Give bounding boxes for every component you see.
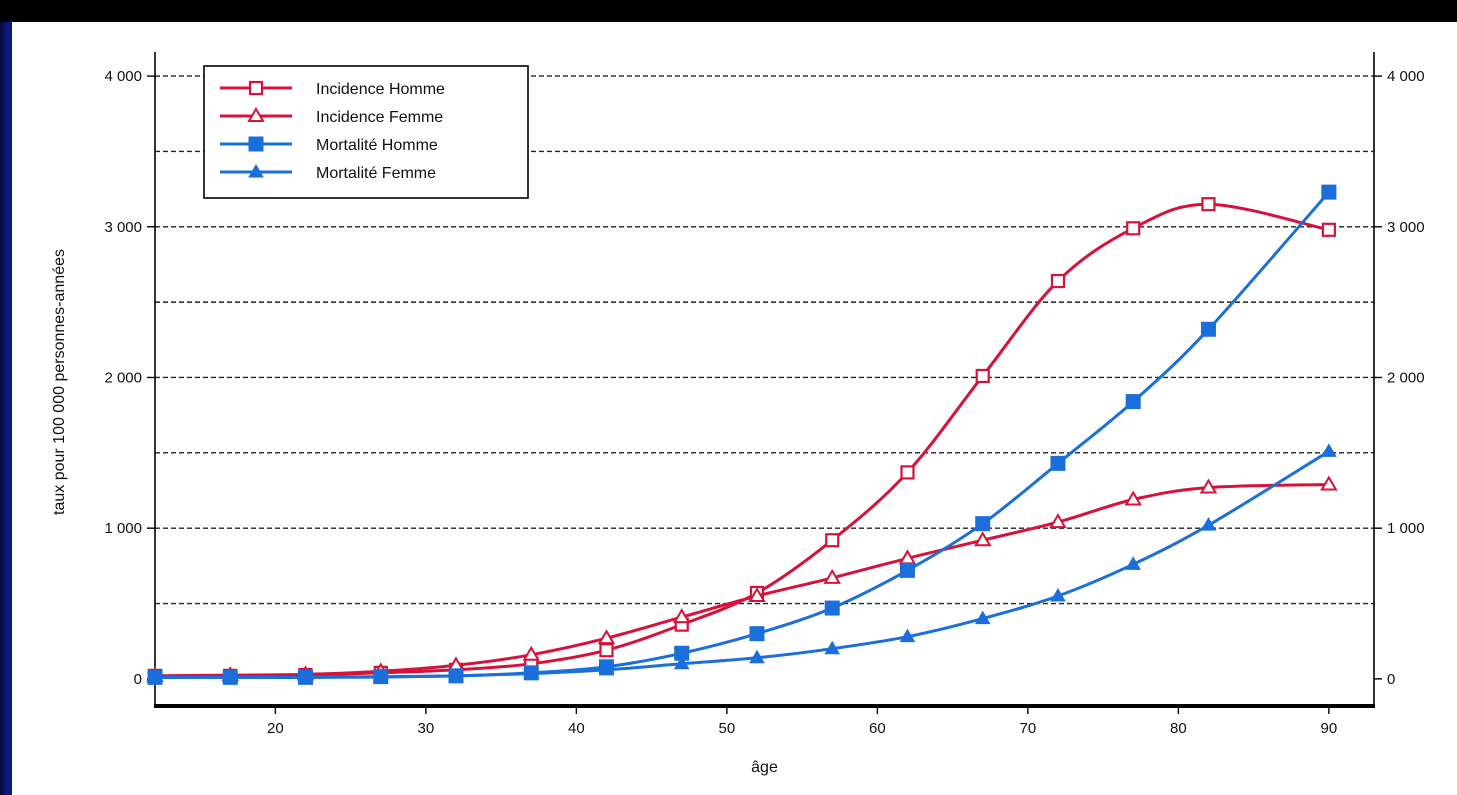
legend: Incidence Homme Incidence Femme Mortalité … <box>203 65 529 199</box>
data-point <box>297 669 314 683</box>
data-point <box>1050 455 1066 471</box>
series-line <box>155 450 1330 679</box>
data-point <box>900 465 915 480</box>
data-point <box>1125 394 1141 410</box>
y-tick-label-left: 3 000 <box>104 219 142 236</box>
legend-label: Mortalité Homme <box>316 137 438 154</box>
data-point <box>599 643 614 658</box>
data-point <box>975 368 990 384</box>
axes: 0 0 1 000 1 000 2 000 2 000 3 000 3 000 4 000 4 0… <box>104 52 1425 737</box>
data-point <box>1200 321 1216 337</box>
y-tick-label-right: 4 000 <box>1387 68 1425 85</box>
series-line <box>155 191 1331 679</box>
legend-marker <box>248 164 264 178</box>
y-tick-label-left: 4 000 <box>104 68 142 85</box>
legend-marker <box>247 107 265 122</box>
y-tick-label-left: 0 <box>134 671 142 688</box>
data-point <box>222 669 239 683</box>
data-point <box>597 629 616 645</box>
x-axis-title: âge <box>751 759 778 776</box>
data-point <box>1050 273 1066 289</box>
data-point <box>448 667 464 682</box>
data-point <box>522 645 540 661</box>
legend-label: Incidence Homme <box>316 81 445 98</box>
x-tick-label: 50 <box>719 720 736 737</box>
x-tick-label: 60 <box>869 720 886 737</box>
x-tick-label: 70 <box>1020 720 1037 737</box>
y-tick-label-left: 2 000 <box>104 369 142 386</box>
data-point <box>974 610 991 625</box>
series-incidence-homme <box>147 197 1336 683</box>
data-point <box>1321 184 1337 200</box>
y-tick-label-right: 2 000 <box>1387 369 1425 386</box>
figure-panel: 0 0 1 000 1 000 2 000 2 000 3 000 3 000 4 000 4 0… <box>12 22 1457 795</box>
data-point <box>672 608 691 624</box>
data-point <box>523 665 540 680</box>
data-point <box>749 626 765 642</box>
data-point <box>1201 197 1216 212</box>
data-point <box>975 516 991 532</box>
x-tick-label: 90 <box>1321 720 1338 737</box>
series-mortalit-femme <box>147 443 1337 683</box>
data-point <box>899 628 916 643</box>
data-point <box>1320 443 1337 457</box>
data-point <box>899 562 915 578</box>
series-incidence-femme <box>146 475 1338 682</box>
legend-marker <box>248 80 264 96</box>
y-tick-label-right: 1 000 <box>1387 520 1425 537</box>
data-point <box>748 587 766 602</box>
x-tick-label: 40 <box>568 720 585 737</box>
data-point <box>1050 587 1066 602</box>
data-point <box>1320 475 1338 491</box>
y-tick-label-left: 1 000 <box>104 520 142 537</box>
legend-label: Mortalité Femme <box>316 165 436 182</box>
data-point <box>1049 513 1067 529</box>
data-point <box>1125 556 1142 570</box>
data-point <box>749 649 765 664</box>
x-tick-label: 30 <box>418 720 435 737</box>
series-mortalit-homme <box>147 184 1337 685</box>
slide-background-edge <box>0 0 12 795</box>
data-point <box>1124 490 1142 506</box>
y-axis-title: taux pour 100 000 personnes-années <box>51 249 68 515</box>
data-point <box>1200 517 1217 531</box>
series-line <box>154 202 1330 678</box>
data-point <box>824 600 840 616</box>
x-tick-label: 80 <box>1170 720 1187 737</box>
data-point <box>673 655 690 670</box>
data-point <box>598 661 615 676</box>
data-point <box>372 669 389 683</box>
legend-label: Incidence Femme <box>316 109 443 126</box>
y-tick-label-right: 0 <box>1387 671 1395 688</box>
data-point <box>823 568 841 584</box>
legend-marker <box>248 136 264 152</box>
line-chart: 0 0 1 000 1 000 2 000 2 000 3 000 3 000 4 000 4 0… <box>51 52 1425 776</box>
x-tick-label: 20 <box>267 720 284 737</box>
series-line <box>154 483 1329 678</box>
slide-title-strip <box>0 0 1457 22</box>
data-point <box>824 640 841 655</box>
data-point <box>973 531 992 547</box>
data-point <box>1126 221 1141 236</box>
data-point <box>1321 222 1336 237</box>
y-tick-label-right: 3 000 <box>1387 219 1425 236</box>
data-point <box>1199 478 1218 494</box>
data-point <box>825 533 840 548</box>
data-point <box>147 669 163 683</box>
series-lines <box>146 184 1338 685</box>
